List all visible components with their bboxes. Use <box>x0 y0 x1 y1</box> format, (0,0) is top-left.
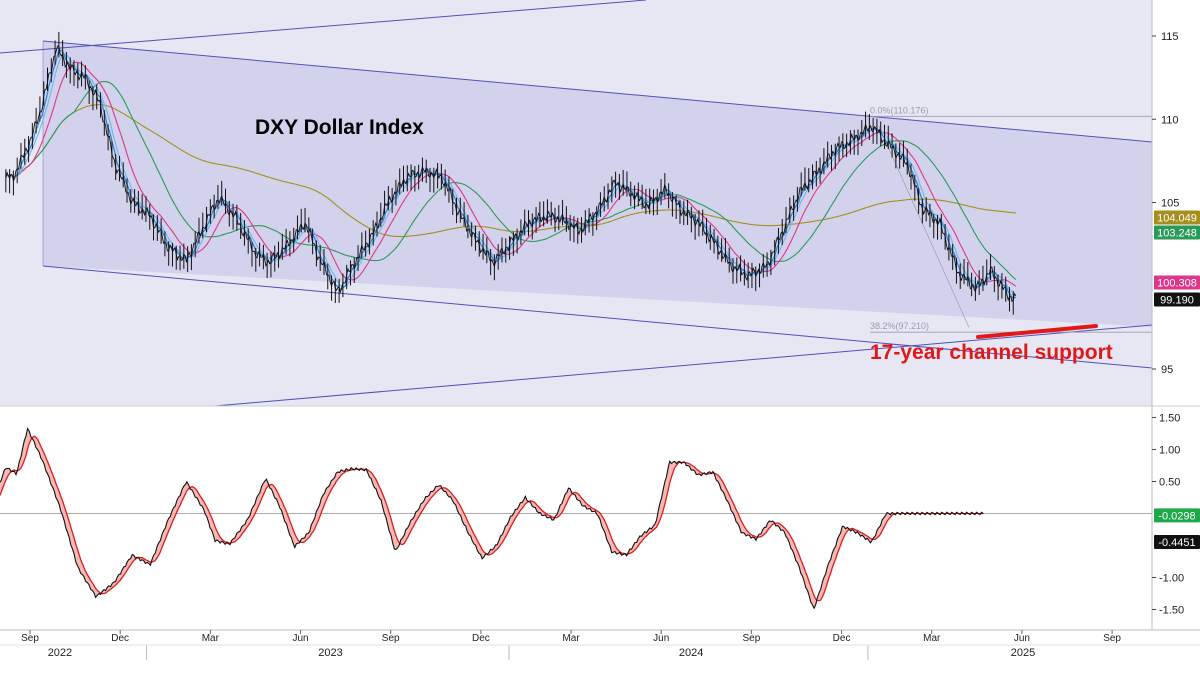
last-value-badge-bg <box>1154 225 1200 240</box>
support-marker-line <box>976 324 1098 339</box>
osc-y-tick-label: -1.50 <box>1159 605 1184 617</box>
inner-channel-upper-line <box>42 40 1153 143</box>
ma-olive-line <box>5 104 1016 238</box>
chart-title: DXY Dollar Index <box>255 116 424 139</box>
price-line <box>5 45 1017 303</box>
x-month-label: Sep <box>382 633 400 644</box>
osc-slow-badge: -0.4451 <box>1158 537 1195 549</box>
x-month-label: Jun <box>292 633 308 644</box>
y-tick-label: 110 <box>1161 114 1179 126</box>
x-month-label: Mar <box>923 633 941 644</box>
x-month-label: Sep <box>1103 633 1121 644</box>
osc-y-tick-label: 1.50 <box>1159 413 1180 425</box>
x-month-label: Dec <box>833 633 851 644</box>
oscillator-layer <box>0 405 1200 610</box>
x-year-label: 2023 <box>318 647 342 659</box>
last-value-badge-bg <box>1154 275 1200 290</box>
osc-y-tick-label: -1.00 <box>1159 573 1184 585</box>
axis-layer: 115 110 105 95 1.50 1.00 0.50 -1.00 -1.50 Sep Dec M… <box>0 0 1200 660</box>
x-year-label: 2025 <box>1011 647 1035 659</box>
osc-y-tick-label: 0.50 <box>1159 477 1180 489</box>
outer-channel-lower-line <box>214 324 1153 407</box>
inner-channel-lower-line <box>42 265 1153 369</box>
y-tick-label: 105 <box>1161 198 1179 210</box>
x-month-label: Mar <box>562 633 580 644</box>
osc-fast-badge: -0.0298 <box>1158 510 1195 522</box>
label-layer: DXY Dollar Index 17-year channel support… <box>255 116 1200 549</box>
x-year-label: 2024 <box>679 647 703 659</box>
price-layer <box>5 31 1098 339</box>
osc-slow-badge-bg <box>1154 534 1200 549</box>
x-year-label: 2022 <box>48 647 72 659</box>
fib-label: 38.2%(97.210) <box>870 321 929 331</box>
last-value-badge: 99.190 <box>1160 295 1194 307</box>
ma-magenta-line <box>5 61 1017 287</box>
x-month-label: Mar <box>202 633 220 644</box>
channel-support-annotation: 17-year channel support <box>870 341 1113 364</box>
osc-y-tick-label: 1.00 <box>1159 445 1180 457</box>
x-month-label: Sep <box>21 633 39 644</box>
last-value-badge-bg <box>1154 210 1200 225</box>
x-month-label: Dec <box>472 633 490 644</box>
ma-green-line <box>5 81 1017 280</box>
y-tick-label: 115 <box>1161 31 1179 43</box>
y-tick-label: 95 <box>1161 364 1173 376</box>
fib-diagonal <box>878 125 970 328</box>
last-value-badge: 103.248 <box>1157 228 1197 240</box>
channel-bands: 0.0%(110.176) 38.2%(97.210) <box>0 0 1153 407</box>
osc-main-line <box>0 427 984 610</box>
osc-fast-badge-bg <box>1154 508 1200 523</box>
x-month-label: Jun <box>653 633 669 644</box>
x-month-label: Dec <box>111 633 129 644</box>
last-value-badge-bg <box>1154 292 1200 307</box>
last-value-badge: 100.308 <box>1157 278 1197 290</box>
last-value-badge: 104.049 <box>1157 213 1197 225</box>
x-month-label: Jun <box>1014 633 1030 644</box>
fib-label: 0.0%(110.176) <box>870 105 928 115</box>
outer-channel-upper-line <box>0 0 647 54</box>
x-month-label: Sep <box>743 633 761 644</box>
ma-light-blue-line <box>5 53 1017 296</box>
